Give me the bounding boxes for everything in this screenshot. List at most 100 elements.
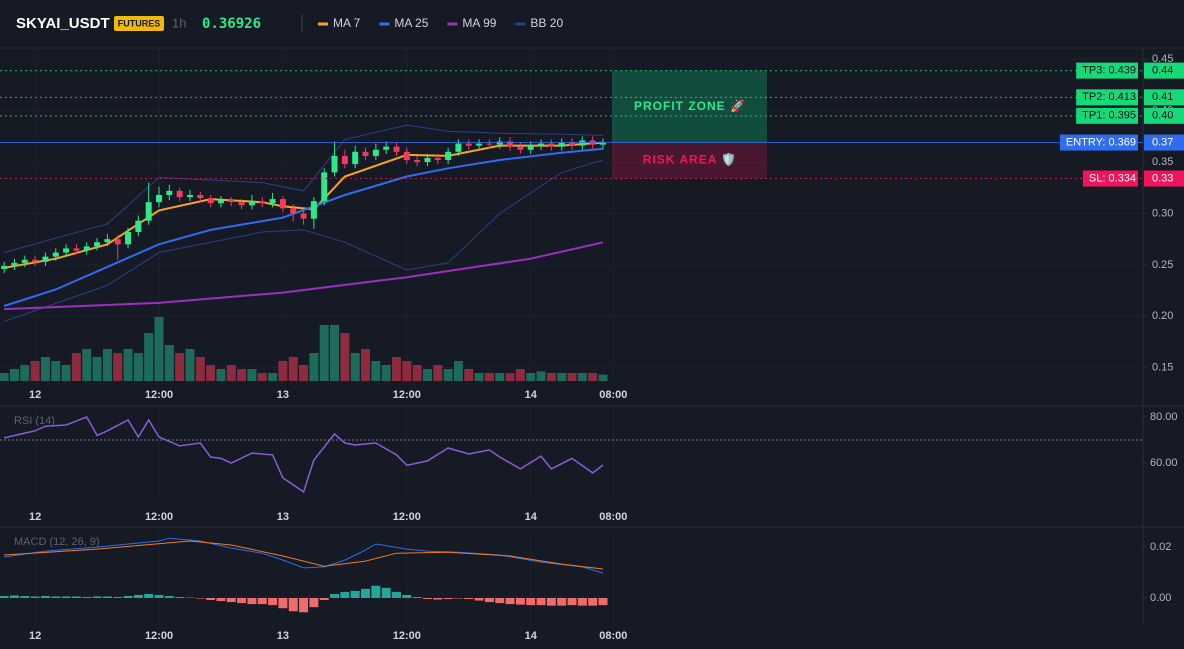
volume-bar: [443, 369, 453, 381]
candle-body: [393, 146, 400, 152]
volume-bar: [557, 373, 567, 381]
volume-bar: [422, 369, 432, 381]
volume-bar: [133, 353, 143, 381]
volume-bar: [216, 369, 226, 381]
macd-histogram-bar: [175, 596, 185, 599]
candle-body: [290, 208, 297, 214]
macd-histogram-bar: [474, 598, 484, 601]
candle-body: [300, 213, 307, 219]
x-tick-label: 14: [525, 630, 538, 642]
candle-body: [414, 160, 421, 163]
macd-histogram-bar: [216, 598, 226, 602]
candle-body: [362, 151, 369, 156]
axis-tag: 0.41: [1152, 91, 1173, 103]
volume-bar: [102, 349, 112, 381]
candle-body: [259, 201, 266, 204]
macd-title: MACD (12, 26, 9): [14, 536, 100, 548]
last-price: 0.36926: [202, 16, 261, 32]
macd-histogram-bar: [123, 595, 133, 599]
candle-body: [538, 143, 545, 146]
volume-bar: [164, 345, 174, 381]
macd-histogram-bar: [567, 598, 577, 606]
macd-histogram-bar: [288, 598, 298, 612]
candle-body: [569, 142, 576, 146]
candle-body: [156, 194, 163, 203]
macd-histogram-bar: [598, 598, 608, 606]
symbol: SKYAI_USDT: [16, 15, 110, 32]
macd-histogram-bar: [268, 598, 278, 606]
macd-histogram-bar: [340, 591, 350, 599]
candle-body: [135, 220, 142, 232]
macd-histogram-bar: [330, 593, 340, 599]
candle-body: [331, 155, 338, 173]
volume-bar: [92, 357, 102, 381]
volume-bar: [71, 353, 81, 381]
y-tick-label: 0.35: [1152, 156, 1173, 168]
volume-bar: [515, 369, 525, 381]
candle-body: [94, 242, 101, 247]
x-tick-label: 08:00: [599, 630, 627, 642]
rsi-line: [3, 416, 604, 494]
volume-bar: [526, 373, 536, 381]
volume-bar: [30, 361, 40, 381]
volume-bar: [40, 357, 50, 381]
x-tick-label: 12:00: [393, 389, 421, 401]
legend-label: MA 25: [394, 16, 428, 30]
candle-body: [445, 151, 452, 161]
candle-body: [248, 201, 255, 206]
level-tag: TP1: 0.395: [1082, 110, 1136, 122]
candle-body: [476, 143, 483, 146]
candle-body: [197, 194, 204, 199]
macd-histogram-bar: [526, 598, 536, 606]
macd-histogram-bar: [195, 598, 205, 599]
level-tag: ENTRY: 0.369: [1066, 136, 1136, 148]
macd-histogram-bar: [402, 594, 412, 599]
macd-histogram-bar: [433, 598, 443, 600]
macd-histogram-bar: [9, 595, 19, 599]
axis-tag-bg: [1144, 89, 1184, 106]
volume-bar: [536, 371, 546, 381]
macd-tick-label: 0.00: [1150, 592, 1171, 604]
candle-body: [507, 141, 514, 147]
volume-bar: [247, 369, 257, 381]
rsi-tick-label: 60.00: [1150, 457, 1178, 469]
volume-bar: [464, 369, 474, 381]
axis-tag: 0.40: [1152, 110, 1173, 122]
volume-bar: [577, 373, 587, 381]
y-tick-label: 0.25: [1152, 259, 1173, 271]
x-tick-label: 12:00: [145, 511, 173, 523]
candle-body: [32, 259, 39, 262]
candle-body: [517, 146, 524, 150]
macd-histogram-bar: [391, 591, 401, 599]
macd-histogram-bar: [422, 598, 432, 600]
volume-bar: [474, 373, 484, 381]
volume-bar: [598, 374, 608, 381]
candle-body: [52, 252, 59, 257]
y-tick-label: 0.45: [1152, 53, 1173, 65]
volume-bar: [154, 317, 164, 381]
candle-body: [11, 262, 18, 266]
macd-histogram-bar: [154, 594, 164, 599]
interval: 1h: [172, 15, 186, 30]
volume-bar: [51, 361, 61, 381]
macd-histogram-bar: [443, 598, 453, 600]
volume-bar: [546, 373, 556, 381]
macd-histogram-bar: [484, 598, 494, 603]
volume-bar: [495, 373, 505, 381]
macd-histogram-bar: [319, 598, 329, 601]
macd-histogram-bar: [505, 598, 515, 605]
macd-histogram-bar: [453, 598, 463, 599]
x-tick-label: 12:00: [393, 511, 421, 523]
macd-histogram-bar: [381, 587, 391, 599]
level-tag: TP3: 0.439: [1082, 65, 1136, 77]
x-tick-label: 14: [525, 389, 538, 401]
volume-bar: [82, 349, 92, 381]
axis-tag: 0.33: [1152, 172, 1173, 184]
candle-body: [83, 246, 90, 251]
volume-bar: [288, 357, 298, 381]
bb-upper: [3, 124, 604, 253]
macd-histogram-bar: [144, 593, 154, 599]
candle-body: [465, 143, 472, 146]
volume-bar: [195, 357, 205, 381]
macd-histogram-bar: [185, 597, 195, 599]
